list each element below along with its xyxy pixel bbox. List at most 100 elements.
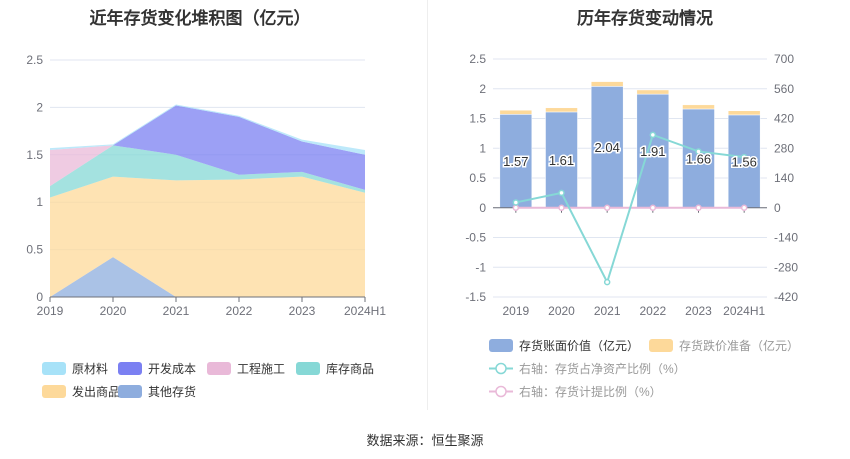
bar-存货账面价值（亿元） bbox=[499, 114, 533, 208]
legend-label: 工程施工 bbox=[237, 362, 286, 376]
legend-label: 原材料 bbox=[72, 362, 109, 376]
y-tick-label: 0.5 bbox=[26, 243, 43, 257]
legend-label: 开发成本 bbox=[148, 362, 197, 376]
line-point bbox=[558, 204, 565, 211]
y-tick-label: 2 bbox=[36, 100, 43, 114]
x-tick-label: 2024H1 bbox=[344, 304, 386, 318]
x-tick-label: 2023 bbox=[289, 304, 316, 318]
x-tick-label: 2020 bbox=[548, 304, 575, 318]
data-source: 数据来源：恒生聚源 bbox=[366, 433, 484, 448]
legend-label: 存货跌价准备（亿元） bbox=[679, 339, 800, 353]
legend-label: 其他存货 bbox=[148, 385, 197, 399]
left-chart-title: 近年存货变化堆积图（亿元） bbox=[89, 9, 311, 28]
legend-item[interactable]: 其他存货 bbox=[118, 383, 196, 400]
bar-存货跌价准备（亿元） bbox=[682, 104, 715, 110]
line-point bbox=[695, 148, 702, 155]
legend-item[interactable]: 开发成本 bbox=[118, 360, 196, 377]
bar-data-label: 1.56 bbox=[732, 154, 757, 169]
legend-item[interactable]: 发出商品 bbox=[42, 383, 120, 400]
y-tick-label: 1.5 bbox=[469, 112, 486, 126]
legend-swatch bbox=[118, 385, 142, 398]
x-tick-label: 2022 bbox=[639, 304, 666, 318]
bar-data-label: 1.66 bbox=[686, 151, 711, 166]
line-point bbox=[603, 204, 611, 211]
y-tick-label: 0 bbox=[36, 290, 43, 304]
divider bbox=[427, 0, 428, 410]
legend-item[interactable]: 右轴：存货占净资产比例（%） bbox=[489, 360, 686, 377]
x-tick-label: 2022 bbox=[226, 304, 253, 318]
bar-data-label: 1.61 bbox=[549, 153, 574, 168]
bar-存货账面价值（亿元） bbox=[590, 86, 624, 208]
y2-tick-label: -420 bbox=[774, 290, 798, 304]
legend-swatch bbox=[42, 385, 66, 398]
legend-label: 右轴：存货计提比例（%） bbox=[519, 385, 662, 399]
legend-swatch bbox=[207, 362, 231, 375]
legend-item[interactable]: 原材料 bbox=[42, 360, 108, 377]
x-tick-label: 2021 bbox=[594, 304, 621, 318]
bar-data-label: 1.57 bbox=[503, 154, 528, 169]
bar-存货跌价准备（亿元） bbox=[590, 81, 624, 87]
y2-tick-label: 280 bbox=[774, 141, 794, 155]
line-point bbox=[558, 189, 565, 197]
line-point bbox=[695, 204, 702, 211]
y-tick-label: 1 bbox=[36, 195, 43, 209]
legend-swatch bbox=[649, 339, 673, 352]
legend-item[interactable]: 右轴：存货计提比例（%） bbox=[489, 383, 662, 400]
area-发出商品 bbox=[50, 176, 365, 297]
area-其他存货 bbox=[50, 257, 365, 297]
legend-item[interactable]: 工程施工 bbox=[207, 360, 285, 377]
x-tick-label: 2020 bbox=[100, 304, 127, 318]
y-tick-label: 0.5 bbox=[469, 171, 486, 185]
legend-swatch bbox=[42, 362, 66, 375]
x-tick-label: 2024H1 bbox=[723, 304, 765, 318]
y2-tick-label: 420 bbox=[774, 112, 794, 126]
line-point bbox=[649, 131, 657, 139]
line-point bbox=[603, 278, 611, 286]
bar-存货跌价准备（亿元） bbox=[545, 107, 578, 113]
legend-line-icon bbox=[489, 385, 513, 398]
bar-data-label: 2.04 bbox=[595, 140, 620, 155]
line-point bbox=[512, 204, 520, 211]
legend-label: 库存商品 bbox=[326, 362, 375, 376]
legend-item[interactable]: 库存商品 bbox=[296, 360, 374, 377]
legend-item[interactable]: 存货跌价准备（亿元） bbox=[649, 337, 799, 354]
legend-label: 发出商品 bbox=[72, 385, 121, 399]
line-point bbox=[649, 204, 657, 211]
y-tick-label: 2.5 bbox=[26, 53, 43, 67]
legend-label: 存货账面价值（亿元） bbox=[519, 339, 640, 353]
x-tick-label: 2019 bbox=[37, 304, 64, 318]
area-库存商品 bbox=[50, 145, 365, 198]
y2-tick-label: 140 bbox=[774, 171, 794, 185]
y-tick-label: 1.5 bbox=[26, 148, 43, 162]
bar-存货跌价准备（亿元） bbox=[636, 89, 670, 95]
legend-swatch bbox=[489, 339, 513, 352]
bar-存货跌价准备（亿元） bbox=[499, 109, 533, 115]
line-point bbox=[740, 204, 748, 211]
bar-存货跌价准备（亿元） bbox=[727, 110, 761, 116]
bar-存货账面价值（亿元） bbox=[682, 108, 715, 208]
legend-item[interactable]: 存货账面价值（亿元） bbox=[489, 337, 639, 354]
right-chart-title: 历年存货变动情况 bbox=[577, 9, 713, 28]
y2-tick-label: -280 bbox=[774, 260, 798, 274]
y-tick-label: -1.5 bbox=[465, 290, 486, 304]
line-point bbox=[512, 199, 520, 206]
area-开发成本 bbox=[50, 105, 365, 190]
y2-tick-label: -140 bbox=[774, 231, 798, 245]
x-tick-label: 2019 bbox=[502, 304, 529, 318]
x-tick-label: 2023 bbox=[685, 304, 712, 318]
bar-存货账面价值（亿元） bbox=[727, 114, 761, 208]
legend-swatch bbox=[118, 362, 142, 375]
y-tick-label: 1 bbox=[479, 141, 486, 155]
line-右轴：存货占净资产比例（%） bbox=[515, 133, 745, 285]
line-point bbox=[740, 153, 748, 161]
legend-line-icon bbox=[489, 362, 513, 375]
legend-label: 右轴：存货占净资产比例（%） bbox=[519, 362, 686, 376]
y2-tick-label: 560 bbox=[774, 82, 794, 96]
y-tick-label: -1 bbox=[475, 260, 486, 274]
y-tick-label: 2 bbox=[479, 82, 486, 96]
y-tick-label: 2.5 bbox=[469, 52, 486, 66]
x-tick-label: 2021 bbox=[163, 304, 190, 318]
y2-tick-label: 700 bbox=[774, 52, 794, 66]
y-tick-label: 0 bbox=[479, 201, 486, 215]
